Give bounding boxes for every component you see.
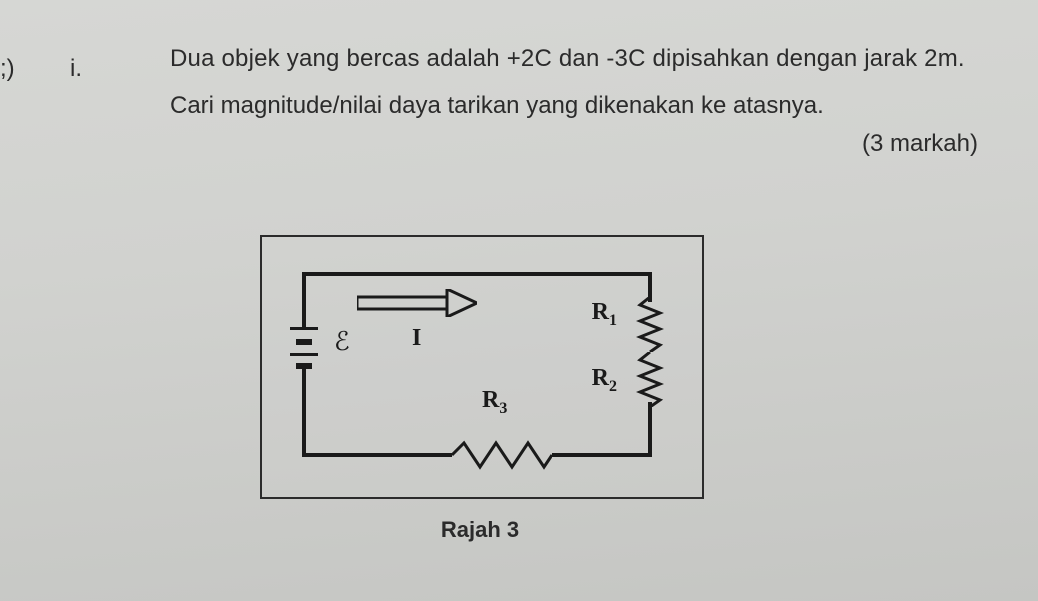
label-r3-base: R — [482, 387, 499, 413]
battery-plate-short-1 — [296, 339, 312, 345]
wire-bottom-right — [552, 453, 652, 457]
resistor-r1 — [636, 297, 664, 352]
wire-left-lower — [302, 367, 306, 457]
circuit-diagram: ℰ I R1 R2 R3 — [260, 235, 704, 499]
label-r1-sub: 1 — [609, 312, 617, 329]
question-text-line1: Dua objek yang bercas adalah +2C dan -3C… — [170, 45, 965, 73]
current-arrow — [357, 289, 477, 317]
resistor-r2 — [636, 352, 664, 407]
emf-label: ℰ — [334, 327, 350, 357]
wire-left-upper — [302, 272, 306, 327]
label-r1-base: R — [592, 299, 609, 325]
label-r2: R2 — [592, 365, 617, 396]
current-label: I — [412, 325, 421, 352]
resistor-r3 — [452, 439, 552, 471]
question-sub-i: i. — [70, 55, 82, 83]
question-text-line2: Cari magnitude/nilai daya tarikan yang d… — [170, 92, 824, 120]
label-r2-sub: 2 — [609, 378, 617, 395]
label-r3: R3 — [482, 387, 507, 418]
label-r1: R1 — [592, 299, 617, 330]
wire-right-lower — [648, 402, 652, 457]
label-r3-sub: 3 — [499, 400, 507, 417]
battery-plate-long-2 — [290, 353, 318, 356]
figure-caption: Rajah 3 — [260, 517, 700, 543]
battery-plate-short-2 — [296, 363, 312, 369]
page: ;) i. Dua objek yang bercas adalah +2C d… — [0, 0, 1038, 601]
question-letter-c: ;) — [0, 55, 15, 83]
battery-plate-long-1 — [290, 327, 318, 330]
wire-top — [302, 272, 652, 276]
figure-container: ℰ I R1 R2 R3 Rajah 3 — [260, 235, 700, 543]
marks-label: (3 markah) — [862, 130, 978, 158]
label-r2-base: R — [592, 365, 609, 391]
wire-bottom-left — [302, 453, 452, 457]
